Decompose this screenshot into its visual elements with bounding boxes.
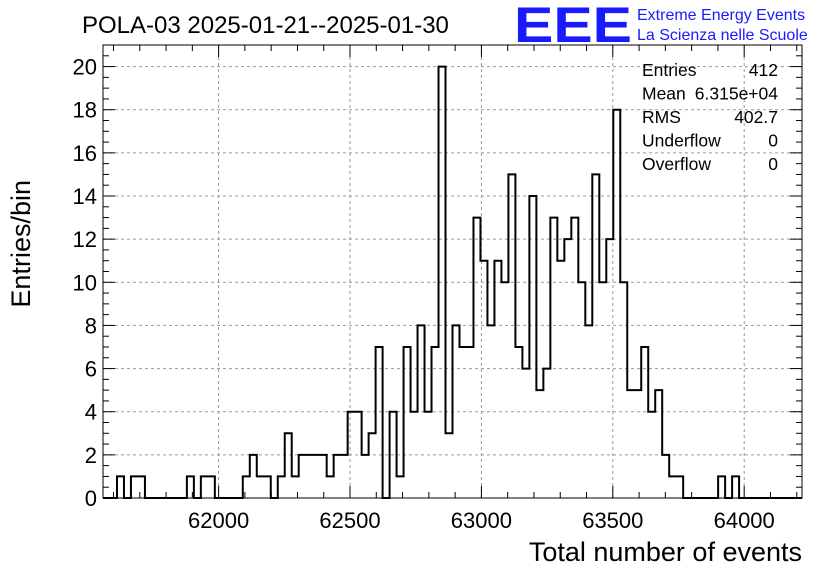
y-tick-label: 16	[73, 141, 97, 166]
chart-title: POLA-03 2025-01-21--2025-01-30	[82, 12, 449, 39]
histogram-bin	[341, 455, 348, 498]
histogram-bin	[732, 476, 739, 498]
histogram-bin	[592, 174, 599, 498]
histogram-bin	[501, 282, 508, 498]
histogram-bin	[138, 476, 145, 498]
y-tick-label: 4	[85, 400, 97, 425]
histogram-bin	[641, 347, 648, 498]
histogram-bin	[376, 347, 383, 498]
y-tick-label: 10	[73, 270, 97, 295]
eee-logo-icon: EEE	[514, 0, 632, 53]
histogram-bin	[334, 455, 341, 498]
histogram-bin	[327, 476, 334, 498]
histogram-bin	[313, 455, 320, 498]
stats-value: 0	[768, 131, 778, 151]
axis-tick-labels: 62000 62500 63000 63500 64000 0 2 4 6 8 10 12 14 16 18…	[73, 55, 775, 533]
y-tick-label: 2	[85, 443, 97, 468]
stats-label: Entries	[642, 60, 697, 80]
y-tick-label: 8	[85, 313, 97, 338]
y-tick-label: 14	[73, 184, 97, 209]
histogram-bin	[599, 282, 606, 498]
axis-ticks	[103, 44, 802, 499]
y-tick-label: 20	[73, 55, 97, 80]
histogram-bin	[208, 476, 215, 498]
stats-value: 0	[768, 154, 778, 174]
histogram-bin	[480, 261, 487, 498]
histogram-bin	[278, 476, 285, 498]
stats-box: Entries 412 Mean 6.315e+04 RMS 402.7 Underflow…	[642, 60, 778, 174]
histogram-bin	[320, 455, 327, 498]
stats-label: Mean	[642, 84, 686, 104]
histogram-bin	[578, 282, 585, 498]
x-tick-label: 62000	[188, 508, 249, 533]
x-tick-label: 63000	[451, 508, 512, 533]
histogram-bin	[557, 261, 564, 498]
y-tick-label: 18	[73, 98, 97, 123]
histogram-bin	[522, 369, 529, 498]
y-tick-label: 6	[85, 357, 97, 382]
histogram-bin	[299, 455, 306, 498]
histogram-bin	[669, 476, 676, 498]
histogram-bin	[662, 455, 669, 498]
stats-value: 412	[749, 60, 778, 80]
histogram-bin	[369, 433, 376, 498]
histogram-bin	[676, 476, 683, 498]
histogram-bin	[634, 390, 641, 498]
stats-value: 6.315e+04	[695, 84, 778, 104]
histogram-bin	[473, 218, 480, 498]
x-axis-label: Total number of events	[529, 537, 802, 567]
histogram-bin	[550, 218, 557, 498]
stats-value: 402.7	[734, 107, 778, 127]
histogram-bin	[620, 282, 627, 498]
histogram-bin	[543, 369, 550, 498]
stats-label: Overflow	[642, 154, 711, 174]
x-tick-label: 63500	[582, 508, 643, 533]
histogram-bin	[201, 476, 208, 498]
histogram-bin	[494, 261, 501, 498]
histogram-bin	[613, 110, 620, 498]
histogram-bin	[264, 476, 271, 498]
histogram-bin	[432, 347, 439, 498]
histogram-bin	[529, 196, 536, 498]
histogram-bin	[362, 455, 369, 498]
histogram-bin	[571, 218, 578, 498]
histogram-bin	[285, 433, 292, 498]
brand-line-2: La Scienza nelle Scuole	[637, 27, 808, 44]
brand-line-1: Extreme Energy Events	[637, 7, 805, 24]
histogram-bin	[250, 455, 257, 498]
histogram-bin	[131, 476, 138, 498]
histogram-bin	[117, 476, 124, 498]
histogram-bin	[536, 390, 543, 498]
histogram-bin	[466, 347, 473, 498]
histogram-bin	[627, 390, 634, 498]
x-tick-label: 64000	[714, 508, 775, 533]
histogram-bin	[515, 347, 522, 498]
histogram-bin	[508, 174, 515, 498]
histogram-bin	[257, 476, 264, 498]
y-tick-label: 0	[85, 486, 97, 511]
stats-label: Underflow	[642, 131, 721, 151]
histogram-bin	[446, 433, 453, 498]
histogram-bin	[655, 390, 662, 498]
histogram-bin	[404, 347, 411, 498]
y-axis-label: Entries/bin	[6, 180, 36, 308]
y-tick-label: 12	[73, 227, 97, 252]
histogram-bin	[306, 455, 313, 498]
stats-label: RMS	[642, 107, 681, 127]
x-tick-label: 62500	[319, 508, 380, 533]
histogram-bin	[718, 476, 725, 498]
histogram-bin	[459, 347, 466, 498]
histogram-bin	[243, 476, 250, 498]
